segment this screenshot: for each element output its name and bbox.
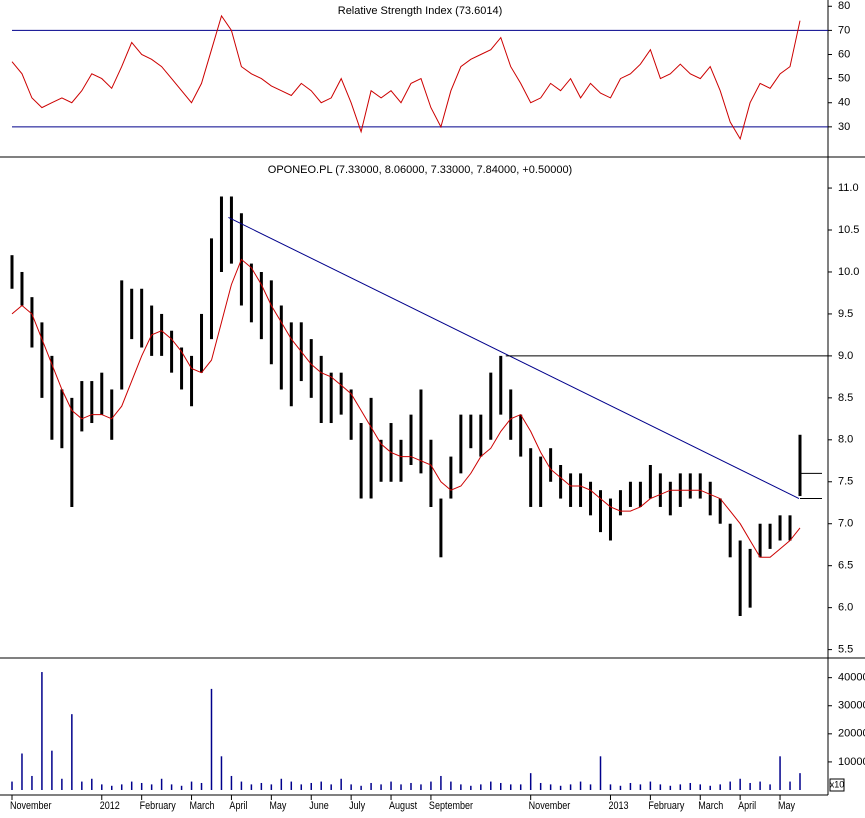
y-tick-label: 10000 (838, 756, 865, 768)
y-tick-label: 6.5 (838, 560, 853, 572)
y-tick-label: 6.0 (838, 602, 853, 614)
x-tick-label: 2013 (608, 800, 628, 812)
y-tick-label: 11.0 (838, 182, 859, 194)
rsi-title: Relative Strength Index (73.6014) (338, 5, 503, 17)
x-tick-label: July (349, 800, 365, 812)
y-tick-label: 60 (838, 48, 850, 60)
x-tick-label: August (389, 800, 417, 812)
x-tick-label: September (429, 800, 474, 812)
x-tick-label: February (648, 800, 684, 812)
y-tick-label: 40 (838, 97, 850, 109)
y-tick-label: 20000 (838, 728, 865, 740)
y-tick-label: 9.0 (838, 350, 853, 362)
rsi-line (11, 14, 801, 141)
trend-line (228, 216, 800, 500)
x-tick-label: May (269, 800, 286, 812)
x-tick-label: November (529, 800, 571, 812)
scale-label: x10 (830, 779, 845, 789)
x-tick-label: November (10, 800, 52, 812)
y-tick-label: 5.5 (838, 644, 853, 656)
y-tick-label: 10.0 (838, 266, 859, 278)
y-tick-label: 50 (838, 73, 850, 85)
y-tick-label: 7.5 (838, 476, 853, 488)
y-tick-label: 10.5 (838, 224, 859, 236)
y-tick-label: 9.5 (838, 308, 853, 320)
x-tick-label: March (698, 800, 723, 812)
x-tick-label: April (229, 800, 247, 812)
y-tick-label: 30 (838, 121, 850, 133)
price-title: OPONEO.PL (7.33000, 8.06000, 7.33000, 7.… (268, 164, 572, 176)
x-tick-label: March (190, 800, 215, 812)
moving-average (11, 258, 801, 558)
y-tick-label: 8.0 (838, 434, 853, 446)
y-tick-label: 40000 (838, 672, 865, 684)
y-tick-label: 70 (838, 24, 850, 36)
y-tick-label: 80 (838, 0, 850, 12)
x-tick-label: May (778, 800, 795, 812)
x-tick-label: April (738, 800, 756, 812)
x-tick-label: June (309, 800, 329, 812)
y-tick-label: 30000 (838, 700, 865, 712)
y-tick-label: 8.5 (838, 392, 853, 404)
scale-box (829, 778, 845, 792)
y-tick-label: 7.0 (838, 518, 853, 530)
x-tick-label: February (140, 800, 176, 812)
x-tick-label: 2012 (100, 800, 120, 812)
